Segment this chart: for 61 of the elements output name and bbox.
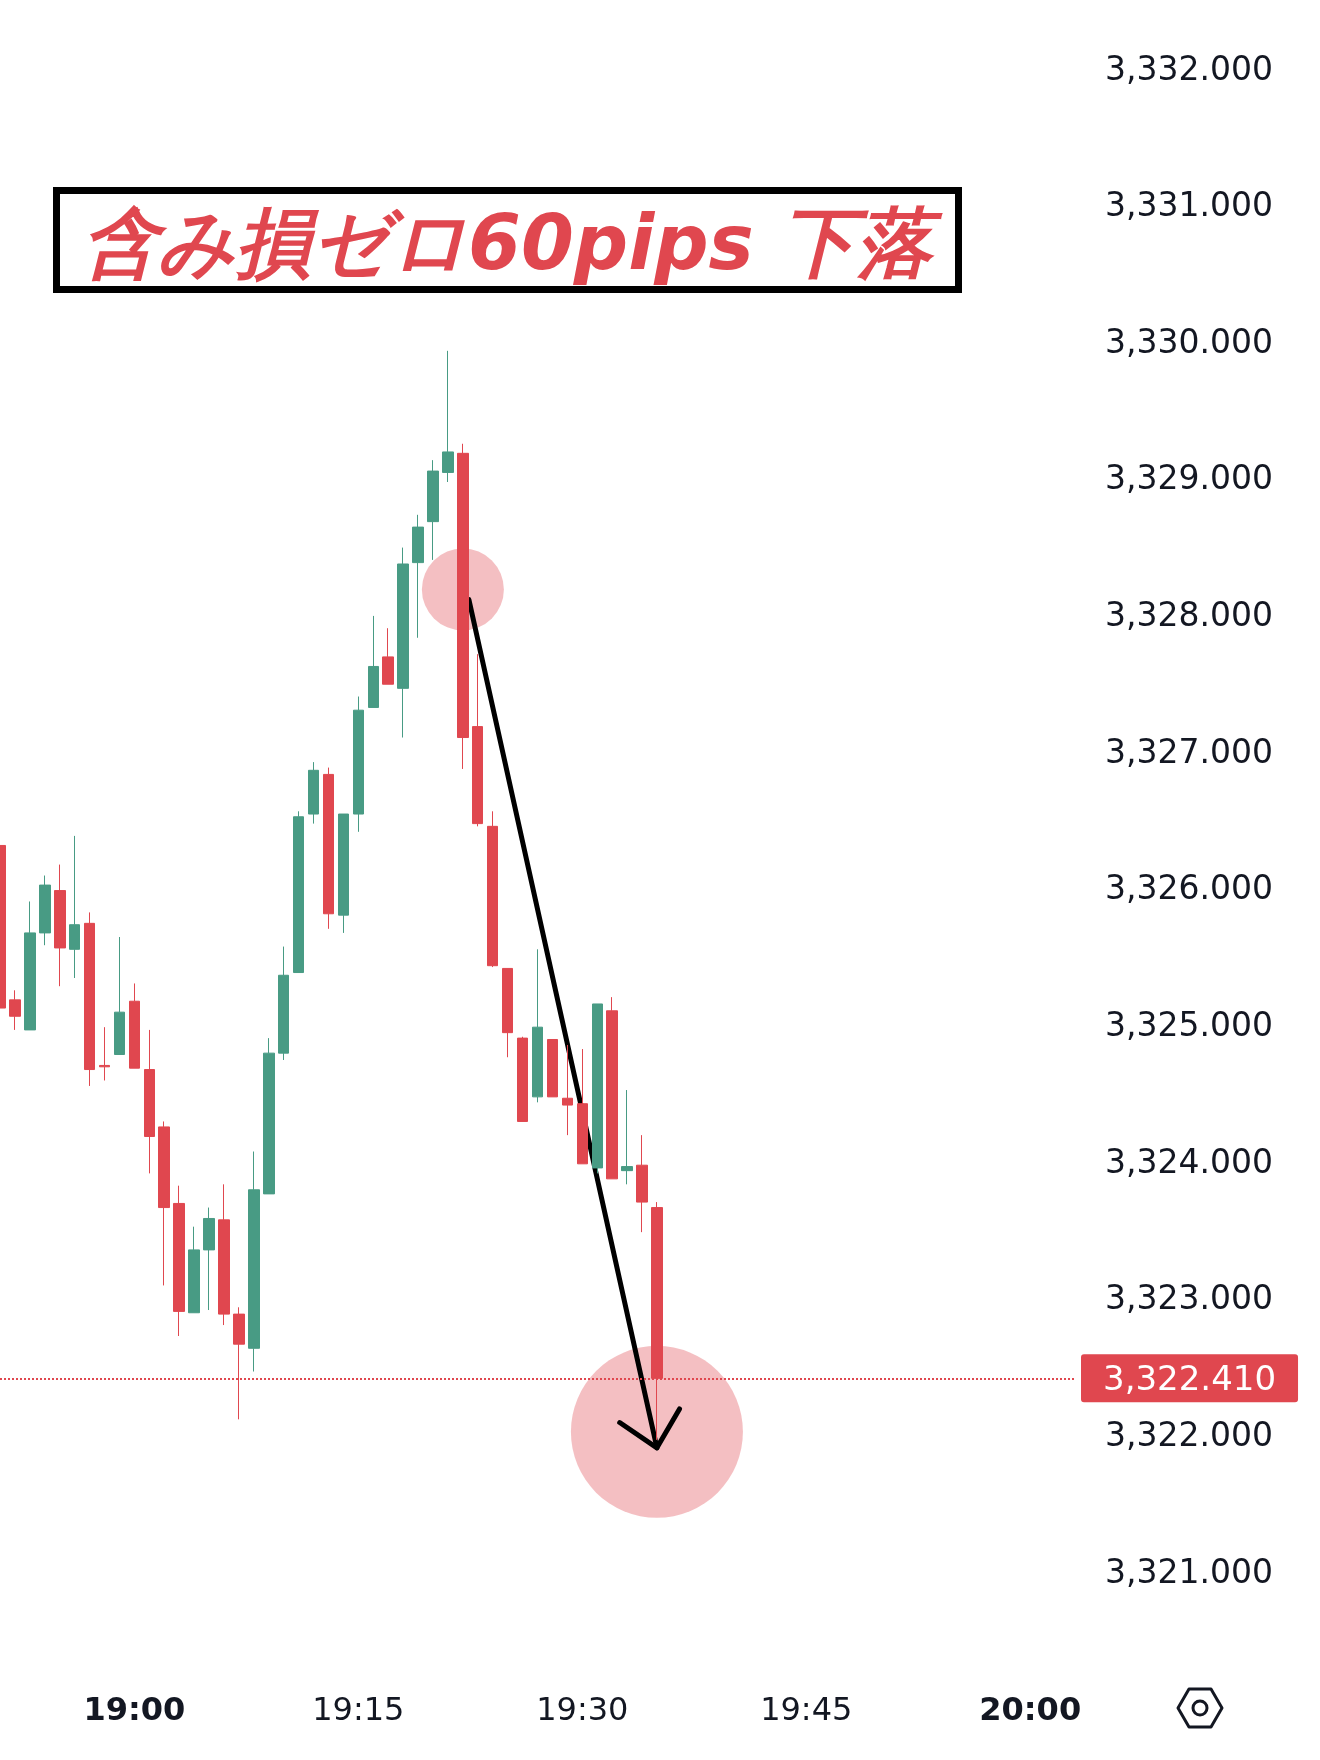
- candlestick: [368, 615, 379, 708]
- candlestick: [532, 948, 543, 1103]
- candlestick: [472, 653, 483, 827]
- y-tick-label: 3,323.000: [1105, 1278, 1273, 1318]
- candlestick: [248, 1151, 260, 1373]
- candlestick: [84, 911, 95, 1087]
- candlestick: [293, 810, 304, 974]
- candlestick: [412, 514, 424, 639]
- x-tick-label: 20:00: [979, 1690, 1082, 1728]
- y-tick-label: 3,325.000: [1105, 1004, 1273, 1044]
- candlestick: [562, 1044, 573, 1136]
- candlestick: [353, 696, 364, 833]
- candlestick: [577, 1048, 588, 1165]
- candlestick: [24, 900, 36, 1031]
- candlestick: [323, 767, 334, 930]
- candlestick: [263, 1037, 275, 1195]
- candlestick: [278, 946, 289, 1061]
- y-tick-label: 3,327.000: [1105, 731, 1273, 771]
- candlestick: [129, 982, 140, 1069]
- y-tick-label: 3,328.000: [1105, 595, 1273, 635]
- candlestick: [9, 989, 21, 1031]
- candlestick: [188, 1226, 200, 1314]
- candlestick: [621, 1089, 633, 1185]
- candlestick: [218, 1183, 230, 1326]
- candlestick: [338, 813, 349, 934]
- candlestick: [203, 1207, 215, 1311]
- candlestick: [457, 443, 469, 770]
- candlestick: [517, 1036, 528, 1122]
- y-tick-label: 3,329.000: [1105, 458, 1273, 498]
- candlestick: [442, 350, 454, 483]
- candlestick: [397, 547, 409, 739]
- y-tick-label: 3,321.000: [1105, 1551, 1273, 1591]
- y-tick-label: 3,332.000: [1105, 48, 1273, 88]
- text: 含み損ゼロ60pips 下落: [82, 197, 944, 287]
- x-tick-label: 19:45: [760, 1690, 853, 1728]
- candlestick: [144, 1029, 155, 1174]
- y-tick-label: 3,330.000: [1105, 321, 1273, 361]
- candlestick: [636, 1134, 648, 1233]
- candlestick: [54, 864, 66, 987]
- y-tick-label: 3,324.000: [1105, 1141, 1273, 1181]
- x-tick-label: 19:30: [536, 1690, 629, 1728]
- candlestick: [173, 1185, 185, 1337]
- candlestick: [502, 967, 513, 1058]
- x-tick-label: 19:00: [83, 1690, 186, 1728]
- ref-line-label: 3,322.410: [1103, 1358, 1277, 1399]
- candlestick: [547, 1038, 558, 1098]
- y-tick-label: 3,331.000: [1105, 185, 1273, 225]
- candlestick: [382, 627, 394, 685]
- candlestick: [487, 810, 498, 968]
- candlestick: [606, 996, 618, 1180]
- candlestick: [99, 1026, 110, 1081]
- candlestick: [427, 459, 439, 561]
- y-tick-label: 3,322.000: [1105, 1414, 1273, 1454]
- candlestick: [158, 1120, 170, 1286]
- y-tick-label: 3,326.000: [1105, 868, 1273, 908]
- candlestick: [69, 835, 80, 979]
- candlestick: [114, 936, 125, 1056]
- candlestick: [592, 1003, 603, 1174]
- x-tick-label: 19:15: [312, 1690, 405, 1728]
- candlestick: [308, 761, 319, 825]
- candlestick: [39, 875, 51, 946]
